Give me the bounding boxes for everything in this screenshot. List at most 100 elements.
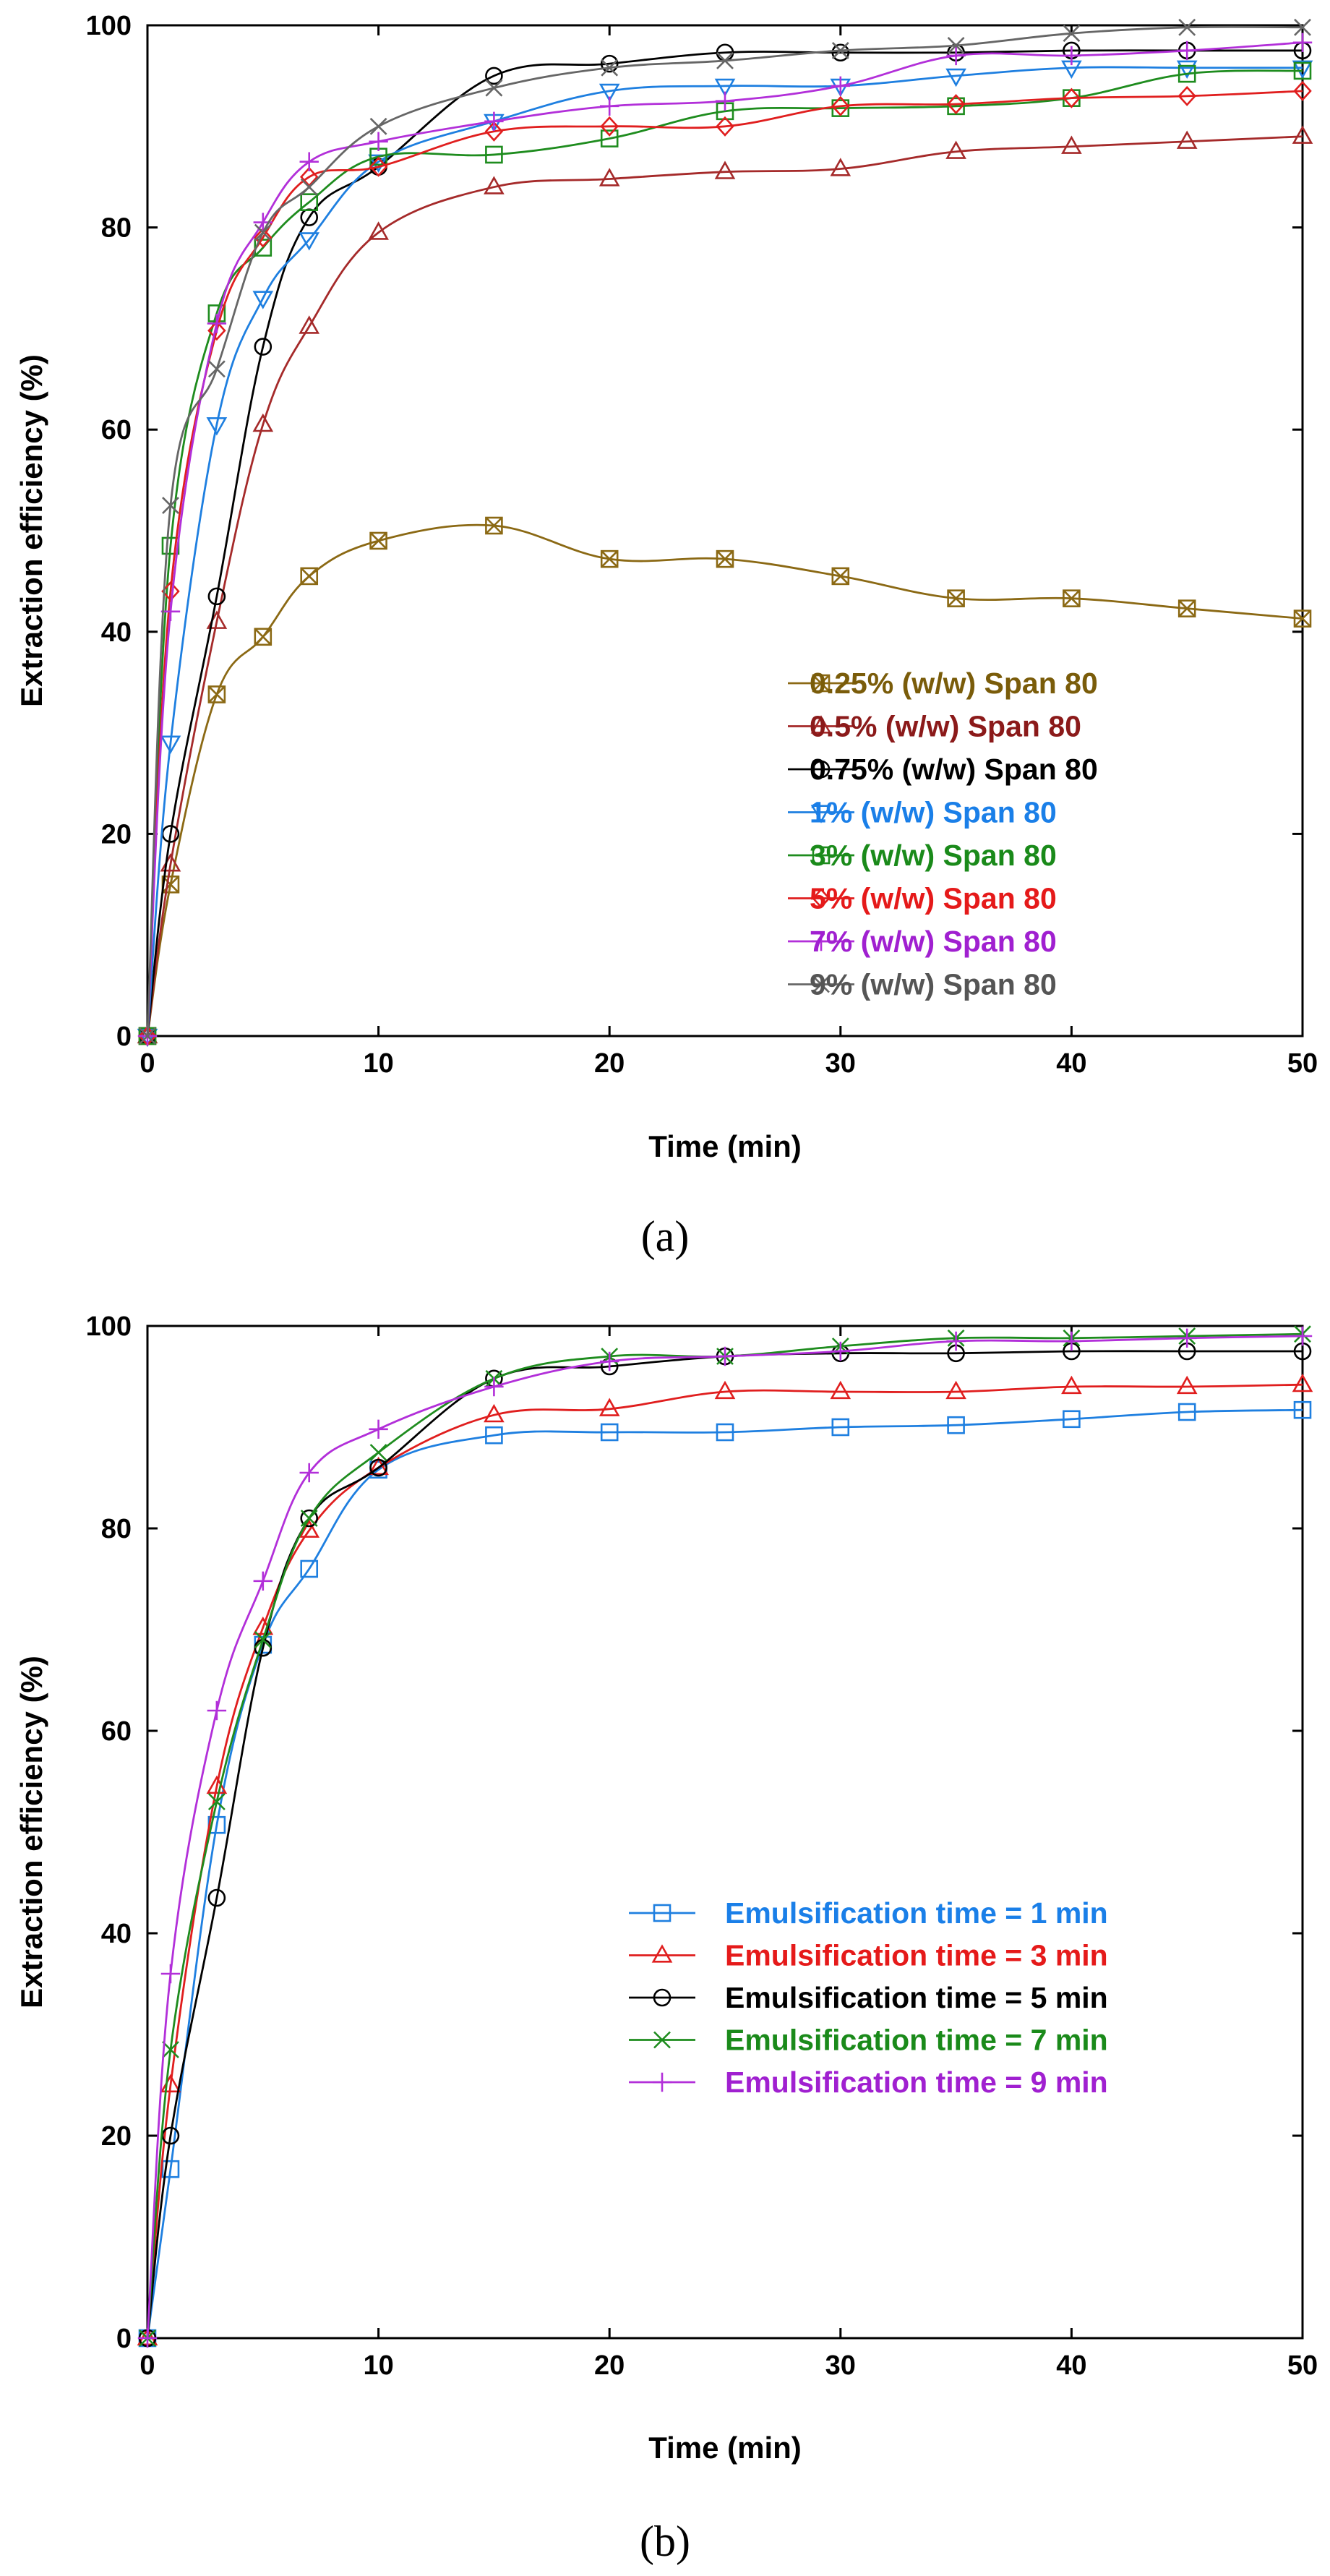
data-point — [254, 239, 273, 257]
legend-marker — [651, 1944, 673, 1963]
data-point — [1292, 33, 1313, 52]
legend-marker — [812, 760, 831, 779]
data-point — [831, 95, 850, 116]
data-point — [137, 2328, 158, 2348]
data-point — [1177, 599, 1196, 617]
legend-marker — [812, 846, 831, 865]
data-point — [830, 158, 851, 176]
series-line — [146, 49, 1303, 1037]
data-point — [1062, 46, 1081, 66]
data-point — [207, 360, 226, 378]
data-point — [207, 320, 226, 341]
legend-marker — [811, 931, 831, 951]
legend-label: Emulsification time = 7 min — [725, 2024, 1108, 2057]
data-point — [299, 232, 320, 251]
data-point — [369, 531, 387, 550]
series-line — [146, 90, 1303, 1037]
data-point — [369, 132, 388, 151]
data-point — [207, 1888, 226, 1907]
data-point — [1177, 85, 1196, 106]
data-point — [1176, 60, 1198, 80]
data-point — [253, 1571, 273, 1591]
legend-label: 0.25% (w/w) Span 80 — [810, 667, 1098, 700]
data-point — [252, 291, 274, 309]
data-point — [369, 156, 388, 177]
series-7-w-w-span-80 — [137, 33, 1313, 1046]
series-5-w-w-span-80 — [138, 80, 1312, 1047]
data-point — [1293, 61, 1312, 80]
x-tick-label: 40 — [1056, 1048, 1086, 1079]
y-tick-label: 100 — [86, 11, 132, 41]
panel-label: (a) — [641, 1212, 690, 1260]
x-tick-label: 50 — [1287, 1048, 1318, 1079]
data-point — [831, 567, 850, 586]
data-point — [485, 67, 503, 85]
data-point — [831, 76, 850, 96]
x-axis-label: Time (min) — [648, 1129, 802, 1163]
series-line — [146, 523, 1303, 1037]
data-point — [600, 549, 619, 568]
data-point — [947, 589, 965, 607]
data-point — [945, 1380, 966, 1400]
data-point — [300, 567, 319, 586]
data-point — [1062, 87, 1081, 108]
data-point — [484, 176, 505, 194]
data-point — [600, 1423, 619, 1442]
legend-marker — [812, 975, 830, 993]
data-point — [368, 221, 389, 240]
legend-item: 7% (w/w) Span 80 — [788, 925, 1057, 958]
data-point — [945, 68, 966, 87]
x-tick-label: 10 — [363, 2350, 393, 2381]
data-point — [598, 1398, 620, 1416]
data-point — [600, 129, 619, 147]
y-tick-label: 40 — [101, 1919, 132, 1949]
data-point — [300, 1509, 319, 1528]
data-point — [254, 628, 273, 646]
data-point — [714, 78, 736, 98]
data-point — [207, 314, 227, 333]
data-point — [485, 1426, 503, 1445]
panel-b: 0 10 20 30 40 50 0 20 40 60 80 100 Time (min) Extra… — [14, 1311, 1318, 2565]
series-9-w-w-span-80 — [139, 18, 1311, 1045]
data-point — [369, 1444, 387, 1461]
x-tick-label: 40 — [1056, 2350, 1086, 2381]
data-point — [831, 42, 849, 59]
legend-marker — [812, 888, 831, 909]
y-tick-label: 0 — [116, 1022, 132, 1052]
data-point — [207, 587, 226, 606]
legend-label: Emulsification time = 5 min — [725, 1981, 1108, 2014]
data-point — [484, 111, 504, 132]
data-point — [1292, 125, 1313, 144]
x-tick-label: 30 — [825, 1048, 856, 1079]
legend-marker — [653, 1988, 672, 2007]
data-point — [1293, 1400, 1312, 1419]
y-tick-label: 20 — [101, 819, 132, 850]
data-point — [485, 79, 503, 97]
data-point — [1063, 589, 1081, 607]
data-point — [206, 417, 228, 436]
x-tick-label: 10 — [363, 1048, 393, 1079]
data-point — [299, 1519, 320, 1538]
data-point — [1292, 1326, 1313, 1346]
legend: Emulsification time = 1 min Emulsificatio… — [629, 1896, 1108, 2099]
data-point — [600, 54, 619, 73]
data-point — [598, 168, 620, 187]
x-tick-label: 50 — [1287, 2350, 1318, 2381]
data-point — [369, 1458, 387, 1477]
data-point — [1292, 1373, 1313, 1392]
data-point — [716, 1423, 734, 1442]
legend-item: 0.25% (w/w) Span 80 — [788, 667, 1098, 700]
series-0-5-w-w-span-80 — [137, 125, 1313, 1044]
data-point — [946, 1331, 966, 1351]
data-point — [1176, 130, 1198, 149]
x-tick-label: 0 — [140, 2350, 155, 2381]
series-0-25-w-w-span-80 — [138, 516, 1312, 1045]
data-point — [1177, 1328, 1197, 1348]
data-point — [1293, 609, 1312, 628]
legend-item: Emulsification time = 5 min — [629, 1981, 1108, 2014]
data-point — [1061, 135, 1082, 154]
x-tick-label: 0 — [140, 1048, 155, 1079]
data-point — [714, 161, 736, 179]
data-point — [254, 223, 272, 241]
data-point — [160, 735, 181, 754]
